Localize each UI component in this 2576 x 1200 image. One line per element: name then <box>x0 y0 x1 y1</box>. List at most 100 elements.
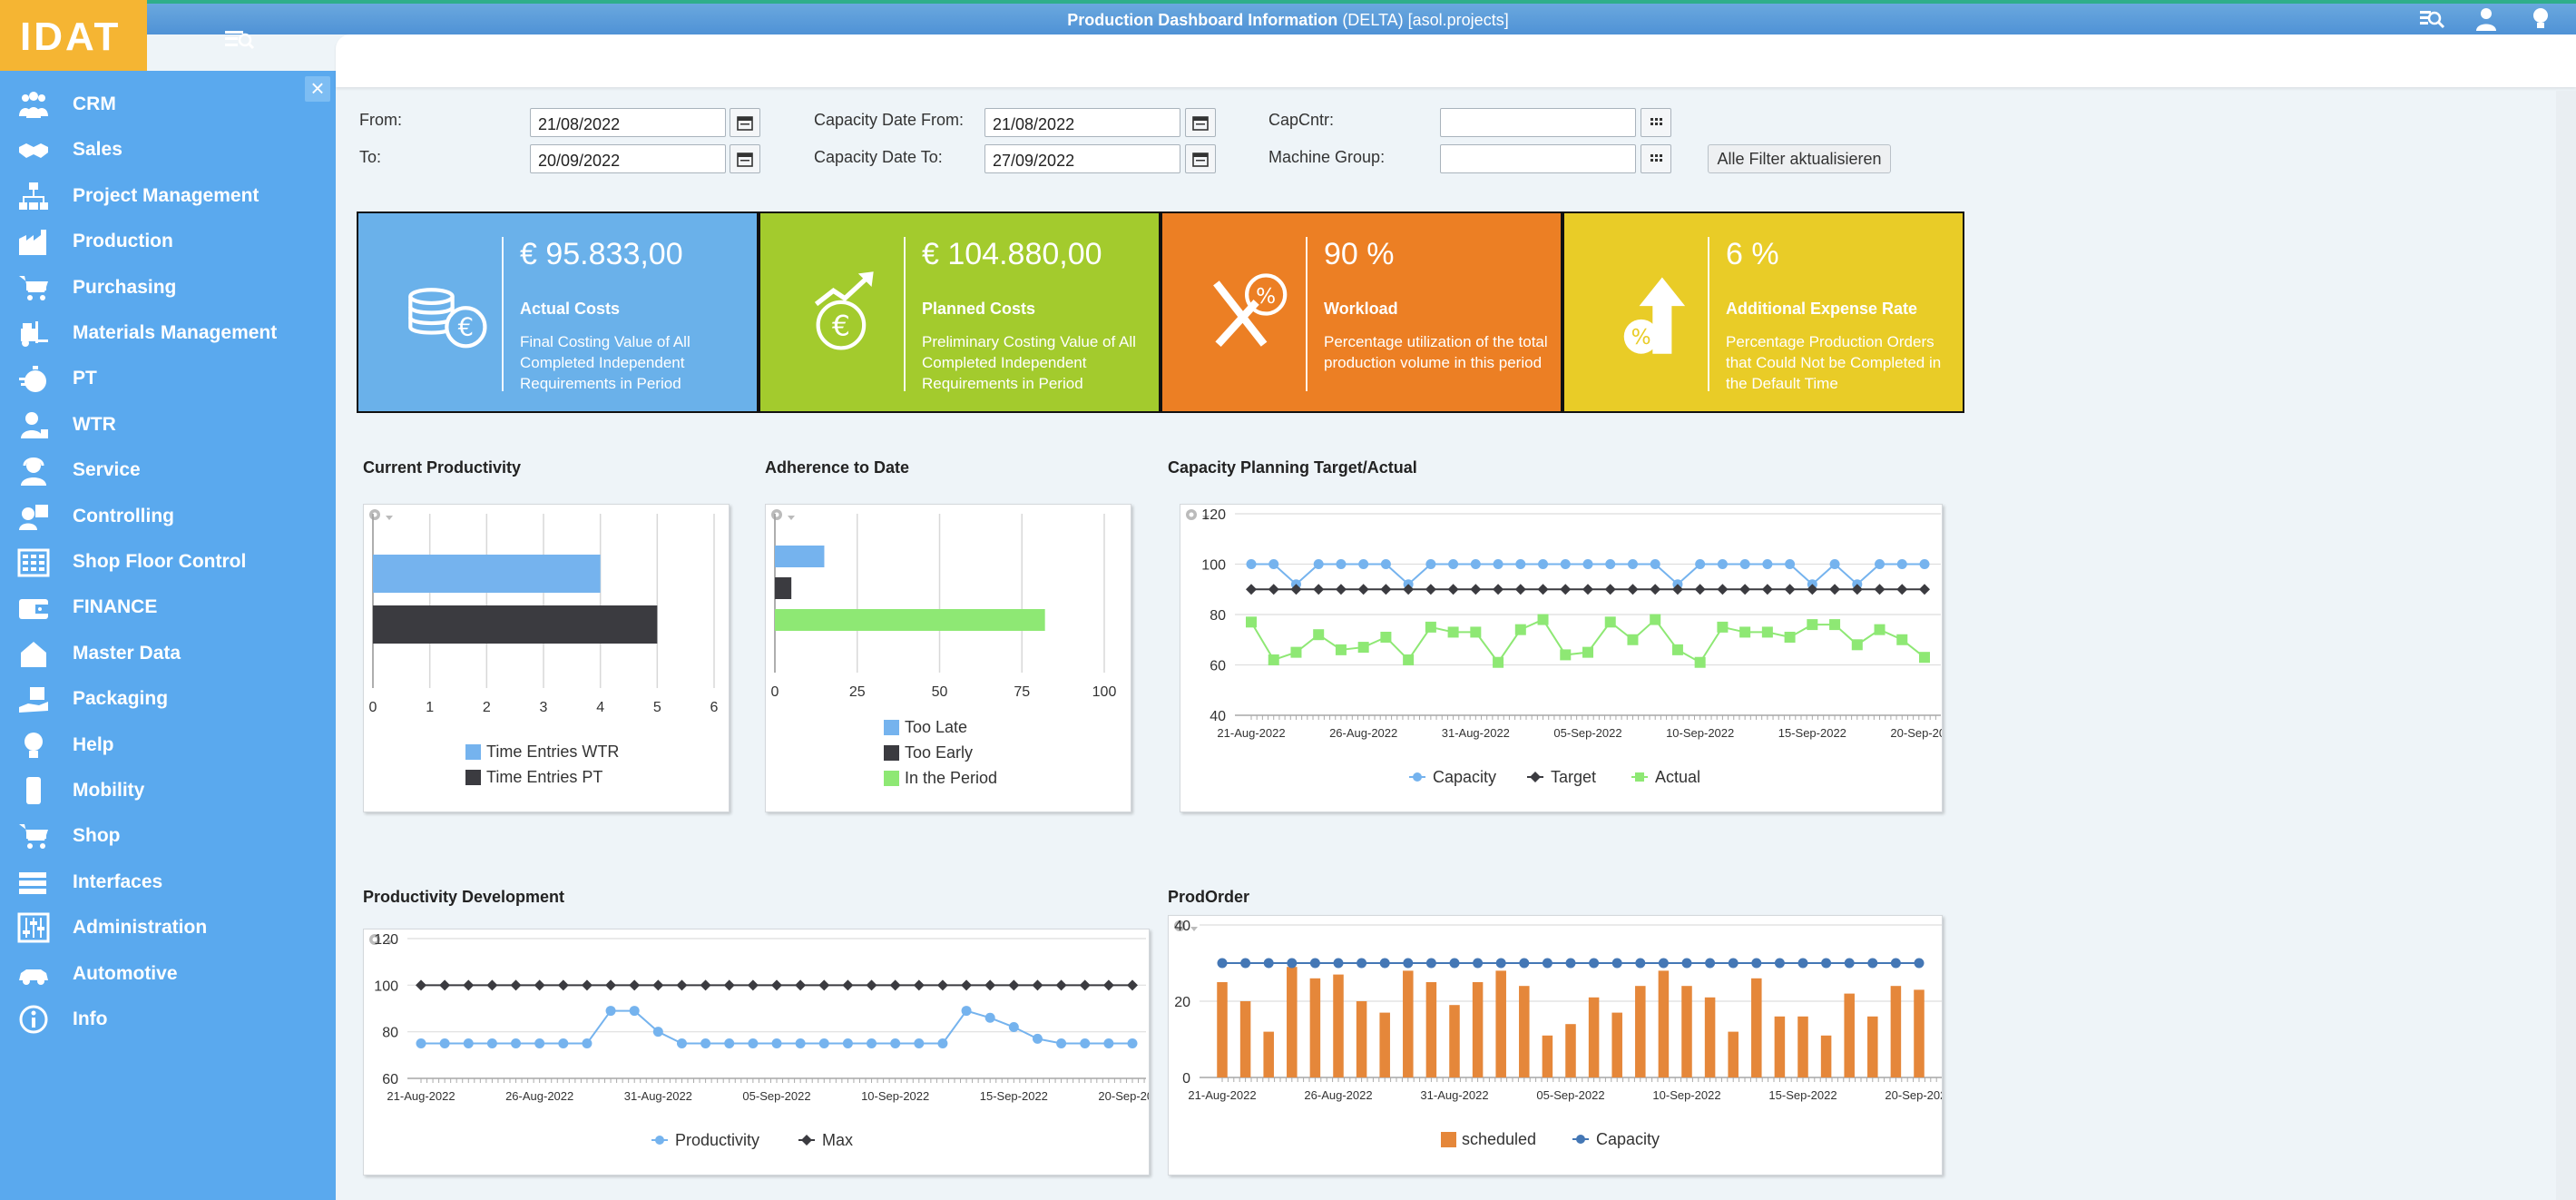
point-actual[interactable] <box>1403 654 1415 665</box>
point-productivity[interactable] <box>771 1038 782 1048</box>
sidebar-item-info[interactable]: Info <box>0 997 336 1042</box>
apply-all-filters-button[interactable]: Alle Filter aktualisieren <box>1708 144 1891 173</box>
point-target[interactable] <box>1604 584 1616 595</box>
point-capacity[interactable] <box>1336 559 1347 569</box>
point-max[interactable] <box>700 979 711 991</box>
bar-scheduled[interactable] <box>1635 986 1646 1077</box>
sidebar-item-controlling[interactable]: Controlling <box>0 494 336 539</box>
point-productivity[interactable] <box>1080 1038 1091 1048</box>
point-max[interactable] <box>629 979 641 991</box>
point-target[interactable] <box>1425 584 1436 595</box>
point-productivity[interactable] <box>961 1006 972 1017</box>
point-actual[interactable] <box>1807 619 1818 631</box>
sidebar-item-purchasing[interactable]: Purchasing <box>0 265 336 310</box>
point-actual[interactable] <box>1761 626 1773 638</box>
point-capacity[interactable] <box>1890 958 1901 969</box>
point-max[interactable] <box>913 979 925 991</box>
point-max[interactable] <box>439 979 451 991</box>
sidebar-item-administration[interactable]: Administration <box>0 905 336 950</box>
point-target[interactable] <box>1560 584 1572 595</box>
bar-scheduled[interactable] <box>1333 974 1344 1077</box>
point-actual[interactable] <box>1447 626 1459 638</box>
point-capacity[interactable] <box>1611 958 1622 969</box>
point-capacity[interactable] <box>1705 958 1716 969</box>
point-capacity[interactable] <box>1358 559 1369 569</box>
point-productivity[interactable] <box>652 1027 663 1038</box>
point-capacity[interactable] <box>1379 958 1390 969</box>
bar-scheduled[interactable] <box>1356 1001 1367 1077</box>
point-capacity[interactable] <box>1797 958 1808 969</box>
bar-scheduled[interactable] <box>1287 967 1298 1077</box>
point-target[interactable] <box>1717 584 1729 595</box>
point-productivity[interactable] <box>486 1038 497 1048</box>
point-target[interactable] <box>1761 584 1773 595</box>
bar-in-the-period[interactable] <box>775 609 1045 631</box>
bar-time-entries-wtr[interactable] <box>373 555 601 593</box>
sidebar-item-crm[interactable]: CRM <box>0 82 336 127</box>
bar-scheduled[interactable] <box>1309 978 1321 1077</box>
point-target[interactable] <box>1290 584 1302 595</box>
point-target[interactable] <box>1380 584 1392 595</box>
legend-item[interactable]: Time Entries PT <box>465 768 602 786</box>
sidebar-item-production[interactable]: Production <box>0 219 336 264</box>
point-productivity[interactable] <box>629 1006 640 1017</box>
point-capacity[interactable] <box>1515 559 1526 569</box>
bar-scheduled[interactable] <box>1728 1031 1739 1077</box>
bar-time-entries-pt[interactable] <box>373 605 658 644</box>
legend-item[interactable]: Too Late <box>884 718 967 736</box>
point-target[interactable] <box>1829 584 1841 595</box>
point-max[interactable] <box>961 979 973 991</box>
point-capacity[interactable] <box>1495 958 1506 969</box>
point-productivity[interactable] <box>676 1038 687 1048</box>
point-max[interactable] <box>984 979 996 991</box>
point-capacity[interactable] <box>1403 958 1414 969</box>
point-capacity[interactable] <box>1582 559 1593 569</box>
point-capacity[interactable] <box>1448 559 1459 569</box>
point-capacity[interactable] <box>1762 559 1773 569</box>
point-productivity[interactable] <box>890 1038 901 1048</box>
point-productivity[interactable] <box>795 1038 806 1048</box>
point-capacity[interactable] <box>1357 958 1367 969</box>
point-capacity[interactable] <box>1681 958 1692 969</box>
legend-item[interactable]: Capacity <box>1572 1130 1660 1148</box>
bar-scheduled[interactable] <box>1239 1001 1251 1077</box>
point-productivity[interactable] <box>818 1038 829 1048</box>
point-capacity[interactable] <box>1263 958 1274 969</box>
sidebar-item-master-data[interactable]: Master Data <box>0 631 336 676</box>
point-target[interactable] <box>1627 584 1639 595</box>
point-productivity[interactable] <box>605 1006 616 1017</box>
point-capacity[interactable] <box>1519 958 1530 969</box>
point-target[interactable] <box>1874 584 1885 595</box>
point-max[interactable] <box>795 979 807 991</box>
point-productivity[interactable] <box>439 1038 450 1048</box>
point-productivity[interactable] <box>416 1038 426 1048</box>
point-target[interactable] <box>1470 584 1482 595</box>
point-capacity[interactable] <box>1785 559 1796 569</box>
point-capacity[interactable] <box>1380 559 1391 569</box>
legend-item[interactable]: Capacity <box>1409 768 1496 786</box>
point-capacity[interactable] <box>1493 559 1503 569</box>
lightbulb-icon[interactable] <box>2527 5 2554 33</box>
bar-scheduled[interactable] <box>1519 986 1530 1077</box>
bar-scheduled[interactable] <box>1914 989 1925 1077</box>
legend-item[interactable]: Too Early <box>884 743 973 762</box>
point-capacity[interactable] <box>1560 559 1571 569</box>
point-capacity[interactable] <box>1240 958 1251 969</box>
point-target[interactable] <box>1313 584 1325 595</box>
bar-scheduled[interactable] <box>1495 970 1506 1077</box>
point-max[interactable] <box>557 979 569 991</box>
point-max[interactable] <box>866 979 877 991</box>
point-capacity[interactable] <box>1896 559 1907 569</box>
bar-scheduled[interactable] <box>1844 993 1855 1077</box>
point-capacity[interactable] <box>1217 958 1228 969</box>
bar-too-early[interactable] <box>775 577 792 599</box>
point-actual[interactable] <box>1896 634 1908 645</box>
point-actual[interactable] <box>1650 614 1661 625</box>
bar-scheduled[interactable] <box>1403 970 1414 1077</box>
point-actual[interactable] <box>1246 616 1257 628</box>
point-target[interactable] <box>1650 584 1661 595</box>
point-actual[interactable] <box>1290 646 1302 658</box>
point-capacity[interactable] <box>1658 958 1669 969</box>
capacity-date-to-field[interactable]: 27/09/2022 <box>984 144 1180 173</box>
bar-scheduled[interactable] <box>1774 1016 1786 1077</box>
